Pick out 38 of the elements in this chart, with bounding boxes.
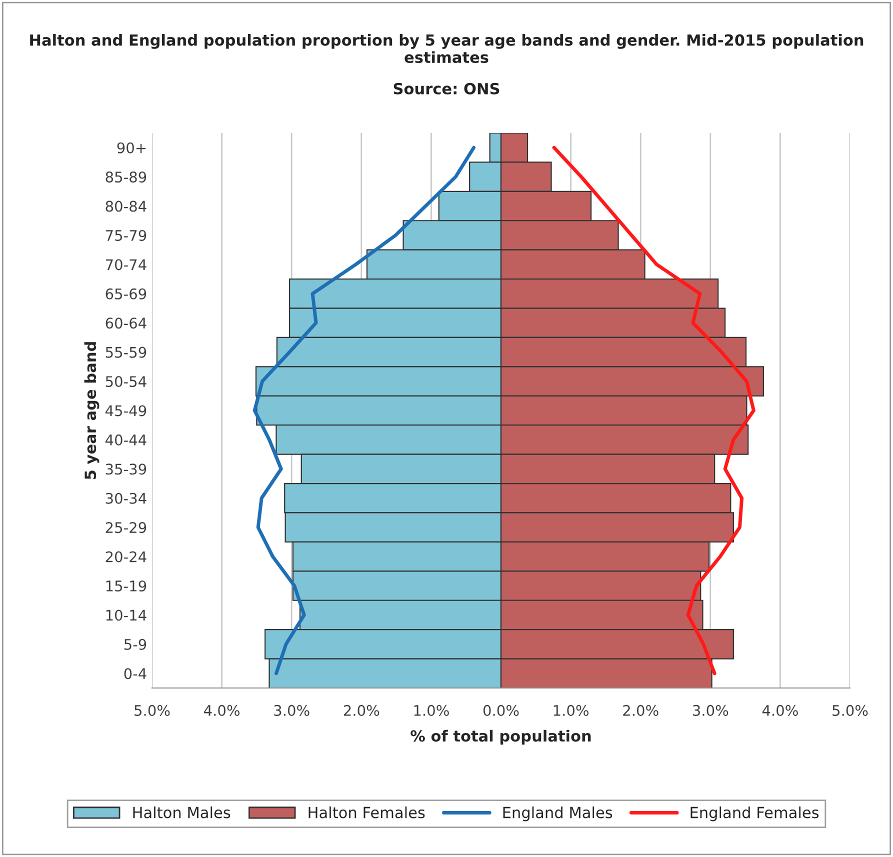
y-tick-label: 40-44: [105, 434, 146, 446]
y-tick-label: 90+: [117, 142, 146, 154]
x-tick-label: 5.0%: [134, 704, 170, 716]
y-tick-label: 15-19: [106, 580, 146, 592]
x-tick-label: 1.0%: [554, 704, 589, 716]
y-tick-label: 25-29: [106, 522, 146, 534]
y-tick-label: 30-34: [106, 492, 146, 504]
y-tick-label: 20-24: [106, 551, 146, 562]
x-tick-label: 2.0%: [623, 704, 658, 716]
x-tick-label: 0.0%: [483, 704, 519, 716]
y-tick-label: 85-89: [106, 172, 146, 183]
x-tick-label: 1.0%: [414, 704, 449, 716]
x-tick-label: 5.0%: [832, 704, 868, 716]
x-tick-label: 4.0%: [762, 704, 798, 716]
y-tick-label: 65-69: [106, 288, 146, 300]
y-tick-label: 0-4: [124, 668, 146, 680]
legend-label: Halton Females: [308, 806, 425, 818]
y-tick-label: 45-49: [105, 405, 146, 416]
y-tick-label: 5-9: [124, 638, 146, 650]
legend-label: Halton Males: [133, 806, 230, 818]
x-tick-label: 2.0%: [344, 704, 380, 716]
x-tick-label: 4.0%: [204, 704, 240, 716]
y-tick-label: 80-84: [106, 200, 146, 212]
chart-title: Halton and England population proportion by 5 year age bands and gender. Mid-2015 population estimates: [30, 34, 864, 64]
y-tick-label: 50-54: [106, 376, 146, 388]
y-axis-title: 5 year age band: [84, 342, 100, 480]
x-tick-label: 3.0%: [692, 704, 728, 716]
chart-subtitle: Source: ONS: [394, 82, 500, 94]
legend-label: England Males: [503, 806, 612, 822]
y-tick-label: 10-14: [106, 610, 146, 621]
y-tick-label: 70-74: [106, 259, 146, 270]
x-axis-title: % of total population: [410, 730, 591, 745]
y-tick-label: 35-39: [106, 464, 146, 475]
y-tick-label: 75-79: [106, 230, 146, 241]
y-tick-label: 55-59: [106, 346, 146, 358]
x-tick-label: 3.0%: [274, 704, 310, 716]
y-tick-label: 60-64: [106, 318, 146, 329]
legend-label: England Females: [690, 806, 819, 822]
